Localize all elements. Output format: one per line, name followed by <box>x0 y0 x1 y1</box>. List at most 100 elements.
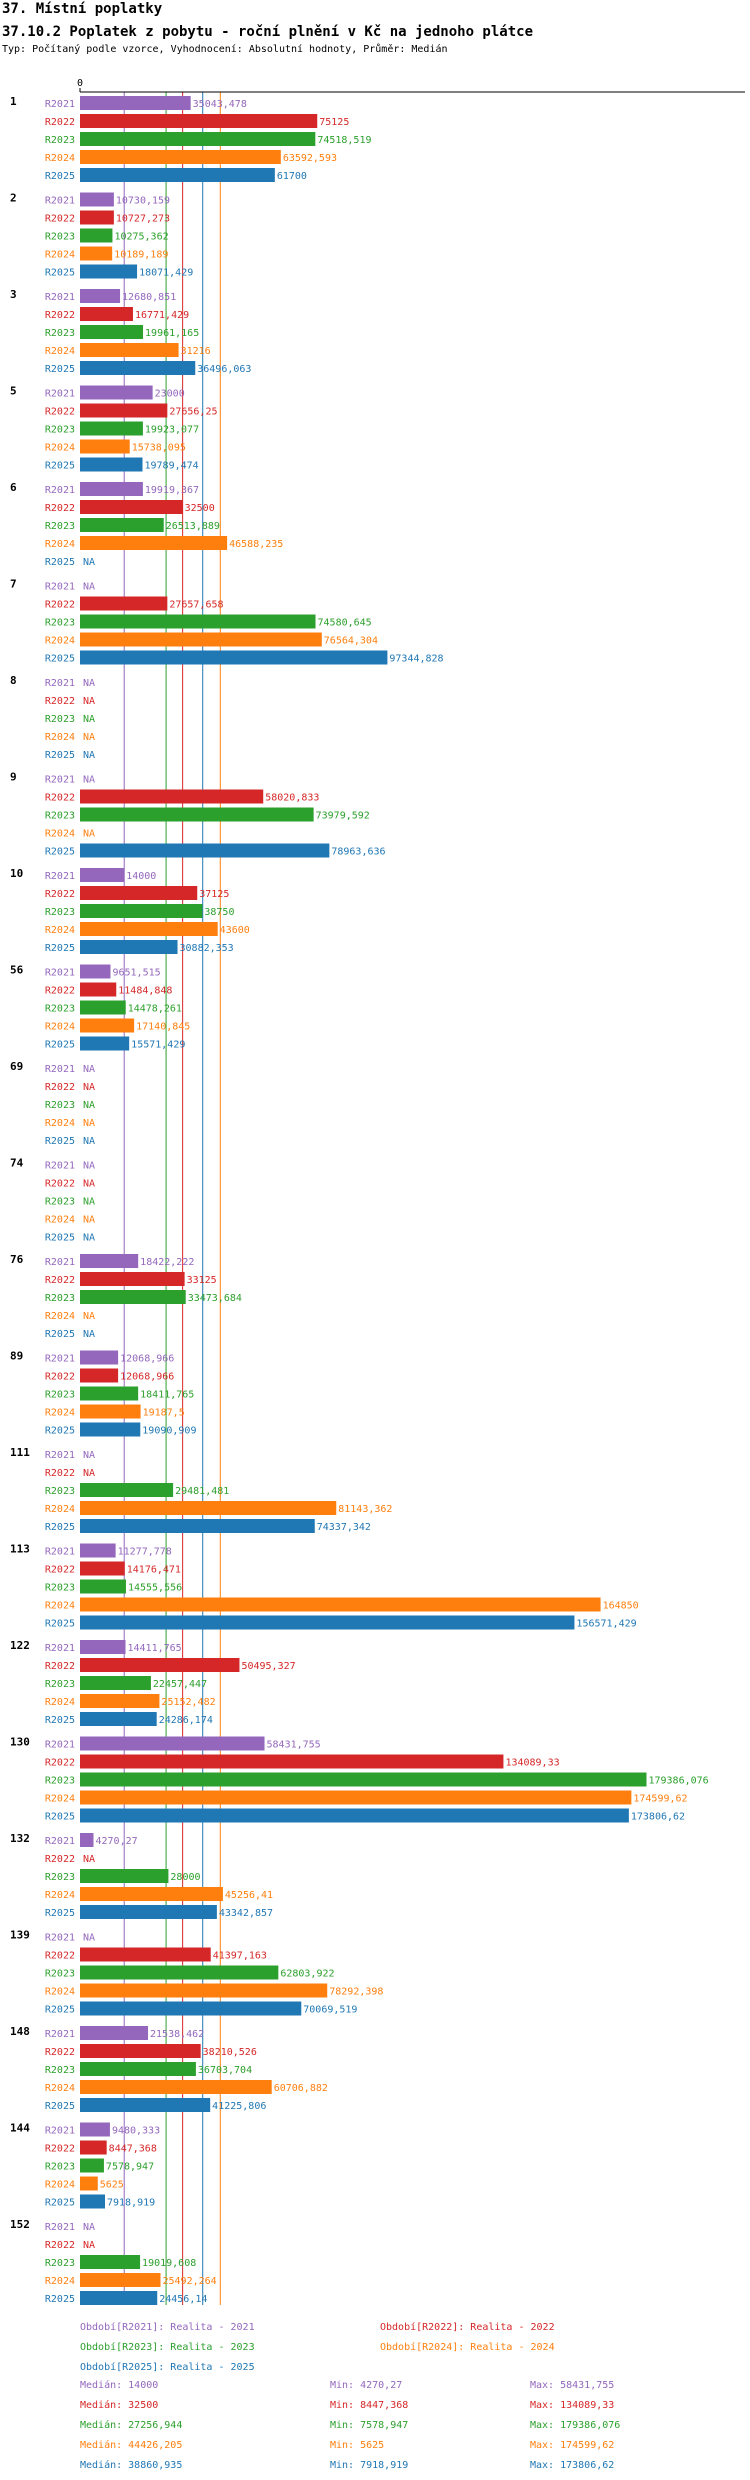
bar-value-label: 24286,174 <box>159 1715 213 1726</box>
series-row-label: R2022 <box>45 503 75 514</box>
series-row-label: R2022 <box>45 986 75 997</box>
bar-r2023 <box>80 421 143 436</box>
bar-r2022 <box>80 1754 504 1769</box>
series-row-label: R2022 <box>45 889 75 900</box>
group-label: 148 <box>10 2025 30 2038</box>
bar-r2023 <box>80 1579 126 1594</box>
series-row-label: R2023 <box>45 1390 75 1401</box>
series-row-label: R2023 <box>45 328 75 339</box>
bar-value-label: 50495,327 <box>241 1661 295 1672</box>
series-row-label: R2021 <box>45 1643 75 1654</box>
bar-value-label: NA <box>83 2240 95 2251</box>
bar-r2023 <box>80 1483 174 1497</box>
bar-r2025 <box>80 361 196 375</box>
bar-value-label: 14000 <box>126 871 156 882</box>
series-row-label: R2024 <box>45 925 75 936</box>
bar-value-label: NA <box>83 750 95 761</box>
series-row-label: R2021 <box>45 1740 75 1751</box>
bar-r2021 <box>80 868 125 882</box>
bar-value-label: 16771,429 <box>135 310 189 321</box>
series-row-label: R2025 <box>45 943 75 954</box>
bar-r2024 <box>80 1694 160 1708</box>
bar-value-label: 179386,076 <box>648 1776 708 1787</box>
bar-value-label: 15738,095 <box>132 443 186 454</box>
bar-value-label: 63592,593 <box>283 153 337 164</box>
bar-r2023 <box>80 2255 141 2269</box>
bar-r2022 <box>80 210 114 225</box>
group-label: 5 <box>10 385 17 398</box>
bar-r2024 <box>80 343 179 357</box>
bar-value-label: NA <box>83 732 95 743</box>
series-row-label: R2022 <box>45 117 75 128</box>
bar-r2022 <box>80 114 318 128</box>
bar-r2021 <box>80 482 143 496</box>
bar-value-label: 11484,848 <box>118 986 172 997</box>
bar-value-label: 27656,25 <box>169 407 217 418</box>
bar-value-label: 45256,41 <box>225 1890 273 1901</box>
bar-value-label: NA <box>83 1136 95 1147</box>
bar-r2022 <box>80 982 117 997</box>
bar-r2022 <box>80 789 264 804</box>
stat-max-r2024: Max: 174599,62 <box>530 2440 615 2451</box>
series-row-label: R2023 <box>45 1969 75 1980</box>
bar-r2023 <box>80 1386 139 1401</box>
bar-value-label: 38750 <box>204 907 234 918</box>
bar-r2025 <box>80 940 178 954</box>
series-row-label: R2023 <box>45 2258 75 2269</box>
bar-r2025 <box>80 1519 315 1533</box>
bar-value-label: 41225,806 <box>212 2101 266 2112</box>
series-row-label: R2022 <box>45 1468 75 1479</box>
bar-value-label: 28000 <box>170 1872 200 1883</box>
bar-r2024 <box>80 632 322 647</box>
bar-r2025 <box>80 1808 629 1823</box>
bar-value-label: 62803,922 <box>280 1969 334 1980</box>
bar-r2023 <box>80 1000 126 1015</box>
series-row-label: R2024 <box>45 443 75 454</box>
series-row-label: R2023 <box>45 1486 75 1497</box>
series-row-label: R2021 <box>45 2029 75 2040</box>
series-row-label: R2021 <box>45 1547 75 1558</box>
series-row-label: R2023 <box>45 2065 75 2076</box>
series-row-label: R2024 <box>45 1215 75 1226</box>
bar-r2023 <box>80 2158 104 2173</box>
bar-value-label: NA <box>83 582 95 593</box>
bar-value-label: 27657,658 <box>169 600 223 611</box>
bar-value-label: 10730,159 <box>116 196 170 207</box>
bar-r2024 <box>80 2176 98 2191</box>
series-row-label: R2023 <box>45 811 75 822</box>
series-row-label: R2024 <box>45 1601 75 1612</box>
series-row-label: R2021 <box>45 1161 75 1172</box>
bar-value-label: NA <box>83 696 95 707</box>
series-row-label: R2025 <box>45 1233 75 1244</box>
series-row-label: R2021 <box>45 485 75 496</box>
series-row-label: R2024 <box>45 2083 75 2094</box>
bar-r2021 <box>80 192 114 207</box>
stat-median-r2021: Medián: 14000 <box>80 2380 159 2391</box>
series-row-label: R2025 <box>45 1329 75 1340</box>
series-row-label: R2025 <box>45 1522 75 1533</box>
series-row-label: R2025 <box>45 847 75 858</box>
bar-value-label: 78292,398 <box>329 1987 383 1998</box>
bar-r2024 <box>80 1501 337 1515</box>
bar-value-label: 19090,909 <box>142 1426 196 1437</box>
series-row-label: R2022 <box>45 214 75 225</box>
series-row-label: R2022 <box>45 1082 75 1093</box>
series-row-label: R2024 <box>45 1022 75 1033</box>
series-row-label: R2025 <box>45 1136 75 1147</box>
series-row-label: R2024 <box>45 1311 75 1322</box>
bar-r2025 <box>80 2291 158 2305</box>
bar-value-label: 33473,684 <box>188 1293 242 1304</box>
bar-r2022 <box>80 596 168 611</box>
series-row-label: R2023 <box>45 1293 75 1304</box>
series-row-label: R2021 <box>45 582 75 593</box>
series-row-label: R2023 <box>45 1197 75 1208</box>
bar-r2025 <box>80 650 388 665</box>
bar-r2022 <box>80 1658 240 1672</box>
bar-r2025 <box>80 168 275 182</box>
bar-r2025 <box>80 264 138 279</box>
series-row-label: R2021 <box>45 678 75 689</box>
bar-value-label: 29481,481 <box>175 1486 229 1497</box>
bar-value-label: 37125 <box>199 889 229 900</box>
series-row-label: R2025 <box>45 1812 75 1823</box>
series-row-label: R2021 <box>45 196 75 207</box>
